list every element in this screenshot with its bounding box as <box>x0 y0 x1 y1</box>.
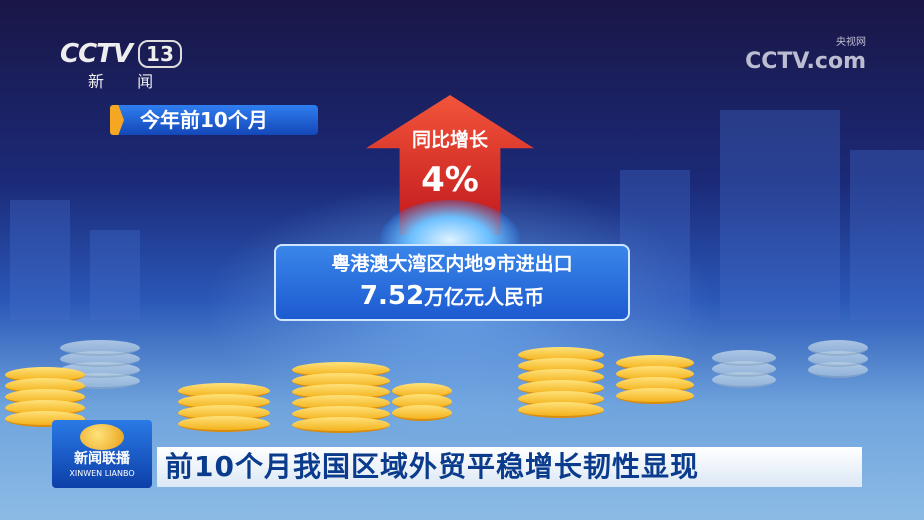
logo-channel: 13 <box>138 40 182 68</box>
program-logo: 新闻联播 XINWEN LIANBO <box>52 420 152 488</box>
coin-stack <box>5 367 85 427</box>
coin-stack <box>616 355 694 404</box>
card-title: 粤港澳大湾区内地9市进出口 <box>331 253 573 275</box>
coin-stack <box>808 340 868 378</box>
card-unit: 万亿元人民币 <box>424 285 545 309</box>
globe-icon <box>80 424 124 450</box>
cctv-com-watermark: 央视网 CCTV.com <box>745 36 866 75</box>
background-building <box>720 110 840 320</box>
background-building <box>620 170 690 320</box>
growth-value: 4% <box>421 160 479 200</box>
coin-stack <box>292 362 390 433</box>
logo-brand: CCTV <box>60 39 133 69</box>
background-building <box>90 230 140 320</box>
card-amount: 7.52 <box>359 281 425 311</box>
coin-stack <box>712 350 776 388</box>
program-pinyin: XINWEN LIANBO <box>69 469 135 478</box>
watermark-cn: 央视网 <box>836 37 866 48</box>
coin-stack <box>518 347 604 418</box>
cctv13-logo: CCTV 13 新 闻 <box>60 38 182 92</box>
background-building <box>850 150 924 320</box>
logo-name: 新 闻 <box>88 72 168 91</box>
watermark-brand: CCTV.com <box>745 49 866 74</box>
growth-label: 同比增长 <box>411 129 488 151</box>
headline-caption: 前10个月我国区域外贸平稳增长韧性显现 <box>157 447 862 487</box>
period-label: 今年前10个月 <box>110 105 318 135</box>
trade-value-card: 粤港澳大湾区内地9市进出口 7.52万亿元人民币 <box>274 244 630 321</box>
coin-stack <box>392 383 452 421</box>
program-name: 新闻联播 <box>74 451 130 467</box>
background-building <box>10 200 70 320</box>
coin-stack <box>178 383 270 432</box>
